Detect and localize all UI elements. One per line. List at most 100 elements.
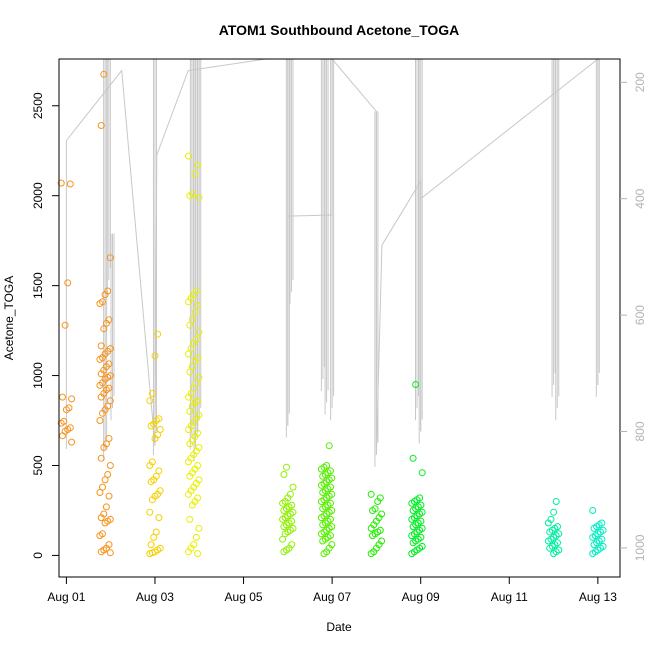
y-axis-title: Acetone_TOGA [2, 276, 16, 361]
data-point [195, 328, 203, 336]
data-point [151, 352, 159, 360]
data-point [97, 342, 105, 350]
data-point [97, 370, 105, 378]
data-point [192, 533, 200, 541]
data-point [319, 472, 327, 480]
data-point [96, 489, 104, 496]
y-tick-label: 1000 [31, 362, 45, 389]
x-tick-label: Aug 11 [491, 590, 528, 604]
data-point [409, 523, 417, 531]
data-point [191, 309, 199, 317]
data-point [589, 533, 597, 541]
data-point [589, 550, 597, 558]
y-axis: 0 500 1000 1500 2000 2500 [31, 92, 59, 559]
data-point [409, 454, 417, 462]
data-point [188, 363, 196, 371]
right-tick-label: 200 [633, 72, 647, 92]
data-point [100, 444, 108, 451]
data-point [590, 524, 598, 532]
data-point [155, 514, 163, 522]
data-point [185, 548, 192, 556]
data-point [185, 152, 192, 160]
data-point [148, 496, 156, 504]
data-point [186, 472, 194, 480]
data-point [280, 471, 288, 478]
data-point [195, 524, 203, 532]
data-point [317, 514, 325, 522]
data-point [147, 478, 155, 486]
data-point [544, 519, 552, 527]
data-point [191, 170, 199, 178]
data-point [279, 515, 287, 523]
data-point [317, 481, 325, 489]
data-point [106, 462, 114, 469]
data-point [369, 532, 376, 540]
data-point [97, 454, 105, 462]
altitude-trace [65, 57, 600, 467]
data-point [104, 471, 112, 478]
data-point [59, 432, 66, 440]
data-point [319, 505, 327, 513]
data-point [418, 469, 426, 477]
data-point [97, 548, 105, 556]
data-point [96, 355, 104, 363]
plot-frame [58, 58, 621, 578]
data-point [279, 499, 287, 507]
data-point [319, 521, 327, 529]
data-point [550, 550, 558, 558]
x-tick-label: Aug 13 [579, 590, 617, 604]
data-point [367, 490, 375, 498]
y-tick-label: 0 [31, 552, 45, 559]
data-point [188, 402, 196, 410]
data-point [185, 350, 192, 358]
y-tick-label: 2000 [31, 182, 45, 209]
right-tick-label: 1000 [633, 534, 647, 561]
data-point [186, 192, 194, 200]
data-point [101, 291, 109, 299]
data-point [101, 519, 109, 527]
data-point [64, 279, 72, 287]
data-point [279, 535, 287, 543]
data-point [589, 507, 597, 514]
data-point [105, 435, 113, 442]
data-point [186, 368, 194, 376]
data-point [283, 463, 290, 471]
right-tick-label: 800 [633, 421, 647, 441]
data-point [99, 483, 106, 491]
data-point [319, 537, 327, 545]
data-point [155, 467, 163, 475]
data-point [412, 381, 420, 388]
data-point [289, 483, 297, 491]
y-tick-label: 2500 [31, 92, 45, 119]
data-point [552, 498, 560, 505]
data-point [185, 298, 192, 306]
x-tick-label: Aug 07 [313, 590, 351, 604]
data-point [409, 539, 417, 547]
data-point [96, 381, 104, 389]
y-tick-label: 500 [31, 455, 45, 475]
data-points [57, 70, 607, 558]
x-axis: Aug 01 Aug 03 Aug 05 Aug 07 Aug 09 Aug 11 Aug … [47, 577, 617, 604]
data-point [367, 550, 375, 558]
data-point [96, 417, 104, 424]
data-point [546, 528, 554, 536]
data-point [146, 397, 154, 405]
data-point [186, 321, 194, 329]
right-axis: 200 400 600 800 1000 [620, 72, 647, 561]
data-point [68, 395, 76, 403]
data-point [100, 325, 108, 333]
data-point [190, 339, 198, 347]
data-point [187, 345, 195, 353]
chart-title: ATOM1 Southbound Acetone_TOGA [219, 22, 460, 38]
data-point [185, 458, 192, 466]
data-point [148, 390, 156, 397]
data-point [408, 499, 416, 507]
data-point [106, 549, 114, 557]
y-tick-label: 1500 [31, 272, 45, 299]
data-point [550, 508, 558, 516]
data-point [186, 515, 194, 523]
data-point [146, 550, 154, 558]
data-point [154, 330, 162, 338]
data-point [146, 462, 154, 469]
data-point [317, 498, 325, 505]
